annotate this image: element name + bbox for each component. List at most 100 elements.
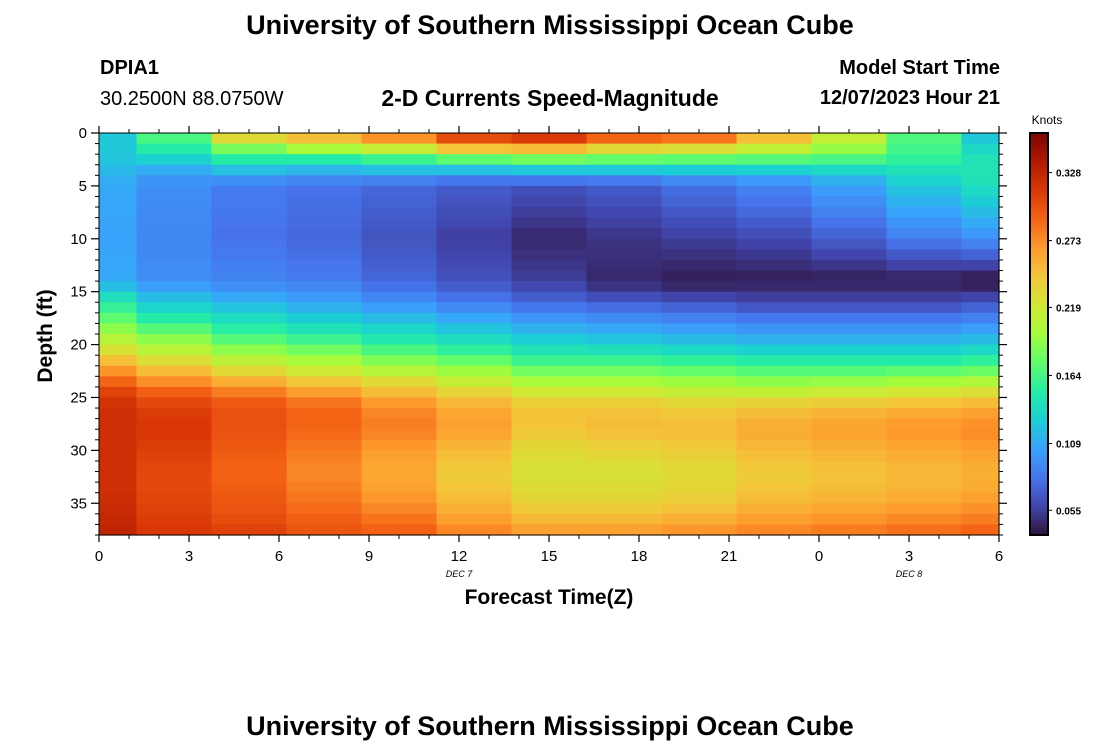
heat-cell (511, 418, 588, 430)
heat-cell (811, 291, 888, 303)
heat-cell (136, 429, 213, 441)
heat-cell (436, 323, 513, 335)
heat-cell (211, 312, 288, 325)
heat-cell (99, 460, 138, 473)
heat-cell (586, 376, 663, 388)
heat-cell (136, 281, 213, 293)
heat-cell (736, 238, 813, 250)
heat-cell (211, 429, 288, 441)
heat-cell (961, 154, 1000, 166)
heat-cell (136, 133, 213, 145)
heat-cell (286, 323, 363, 335)
heat-cell (811, 334, 888, 346)
heat-cell (811, 344, 888, 356)
heat-cell (661, 524, 738, 536)
heat-cell (511, 355, 588, 367)
heat-cell (99, 355, 138, 367)
heat-cell (736, 249, 813, 261)
heat-cell (436, 439, 513, 451)
heat-cell (436, 365, 513, 377)
heat-cell (286, 492, 363, 504)
heat-cell (136, 513, 213, 526)
heat-cell (511, 270, 588, 282)
heat-cell (886, 439, 963, 451)
heat-cell (961, 249, 1000, 261)
heat-cell (736, 492, 813, 504)
heat-cell (661, 164, 738, 176)
heat-cell (286, 460, 363, 473)
heat-cell (736, 217, 813, 229)
heat-cell (511, 334, 588, 346)
heat-cell (211, 365, 288, 377)
x-tick-label: 12 (451, 548, 468, 565)
heat-cell (436, 376, 513, 388)
heat-cell (586, 408, 663, 420)
heat-cell (961, 143, 1000, 155)
heat-cell (136, 228, 213, 240)
heat-cell (99, 513, 138, 526)
heat-cell (661, 386, 738, 399)
heat-cell (211, 418, 288, 430)
heat-cell (511, 312, 588, 325)
heat-cell (361, 513, 438, 526)
heat-cell (511, 323, 588, 335)
heat-cell (886, 376, 963, 388)
heat-cell (511, 249, 588, 261)
heat-cell (736, 365, 813, 377)
heat-cell (586, 207, 663, 219)
heat-cell (961, 302, 1000, 314)
heat-cell (736, 513, 813, 526)
heat-cell (811, 312, 888, 325)
heat-cell (136, 408, 213, 420)
heat-cell (811, 228, 888, 240)
heat-cell (211, 302, 288, 314)
heat-cell (286, 249, 363, 261)
heat-cell (661, 513, 738, 526)
heat-cell (511, 513, 588, 526)
heat-cell (736, 418, 813, 430)
colorbar-ticks: 0.328 0.273 0.219 0.164 0.109 0.055 (1048, 169, 1081, 517)
heat-cell (361, 323, 438, 335)
heat-cell (511, 228, 588, 240)
heat-cell (436, 217, 513, 229)
heat-cell (361, 281, 438, 293)
heat-cell (661, 249, 738, 261)
heat-cell (511, 344, 588, 356)
heat-cell (511, 408, 588, 420)
heat-cell (211, 524, 288, 536)
heat-cell (136, 238, 213, 250)
heat-cell (361, 312, 438, 325)
heat-cell (586, 323, 663, 335)
heat-cell (511, 196, 588, 208)
heat-cell (286, 376, 363, 388)
heat-cell (361, 185, 438, 198)
heat-cell (661, 185, 738, 198)
heat-cell (99, 185, 138, 198)
heat-cell (586, 196, 663, 208)
heat-cell (286, 524, 363, 536)
heat-cell (511, 503, 588, 515)
heat-cell (361, 344, 438, 356)
heat-cell (211, 143, 288, 155)
heat-cell (436, 471, 513, 483)
heat-cell (886, 270, 963, 282)
heat-cell (736, 460, 813, 473)
heat-cell (286, 228, 363, 240)
heat-cell (136, 217, 213, 229)
heat-cell (736, 196, 813, 208)
heat-cell (586, 228, 663, 240)
y-tick-label: 0 (79, 125, 87, 142)
heat-cell (586, 492, 663, 504)
heat-cell (736, 133, 813, 145)
heat-cell (886, 249, 963, 261)
heat-cell (136, 154, 213, 166)
heat-cell (586, 133, 663, 145)
heat-cell (511, 460, 588, 473)
heat-cell (511, 482, 588, 494)
heat-cell (661, 344, 738, 356)
heat-cell (736, 344, 813, 356)
heat-cell (286, 386, 363, 399)
heat-cell (136, 386, 213, 399)
heat-cell (511, 376, 588, 388)
